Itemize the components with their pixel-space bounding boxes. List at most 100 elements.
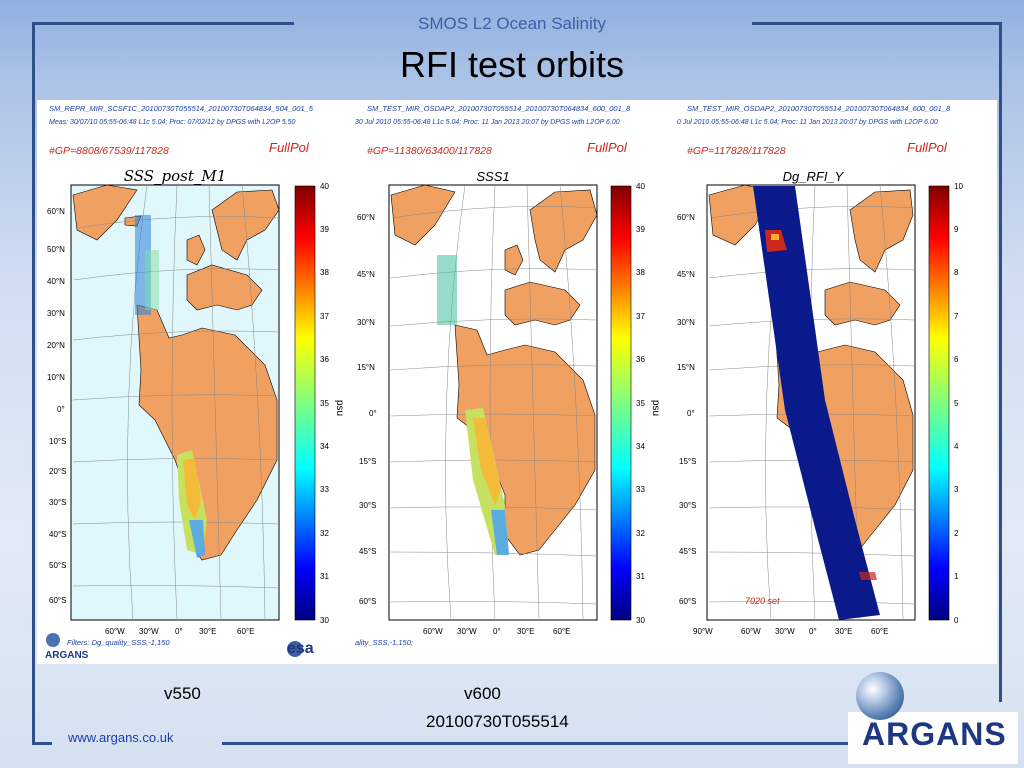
lon-label: 30°E [199,627,216,636]
swath-data [437,255,509,555]
map-sss-post-m1: 60°N 50°N 40°N 30°N 20°N 10°N 0° 10°S 20… [46,182,345,657]
plot-meta: Meas: 30/07/10 05:55-06:48 L1c 5.04; Pro… [49,119,296,126]
lon-label: 30°W [457,627,477,636]
lat-label: 30°N [47,309,65,318]
colorbar-tick: 30 [636,616,645,625]
swath-data [753,186,880,620]
lat-label: 20°S [49,467,66,476]
plot-title: SSS1 [476,169,510,184]
lat-labels: 60°N 45°N 30°N 15°N 0° 15°S 30°S 45°S 60… [357,213,377,606]
plot-title: SSS_post_M1 [123,167,227,185]
lat-label: 15°N [357,363,375,372]
gp-count: #GP=117828/117828 [687,145,786,157]
lon-label: 60°W [105,627,125,636]
lat-labels: 60°N 45°N 30°N 15°N 0° 15°S 30°S 45°S 60… [677,213,696,606]
colorbar-tick: 34 [320,442,329,451]
colorbar-label: psu [650,400,661,416]
colorbar-tick: 6 [954,355,959,364]
plot-sss1: SM_TEST_MIR_OSDAP2_20100730T055514_20100… [355,100,673,664]
lat-label: 30°S [49,498,66,507]
lat-label: 10°S [49,437,66,446]
esa-logo-text: esa [287,640,314,657]
argans-globe-icon [46,633,60,647]
polarization-label: FullPol [587,140,627,155]
lat-label: 60°N [47,207,65,216]
colorbar-tick: 0 [954,616,959,625]
colorbar-ticks: 40 39 38 37 36 35 34 33 32 31 30 [320,182,329,625]
lat-label: 40°S [49,530,66,539]
version-left: v550 [164,684,201,703]
lon-label: 0° [493,627,501,636]
graticule [72,184,280,621]
lon-label: 0° [175,627,183,636]
colorbar-ticks: 10 9 8 7 6 5 4 3 2 1 0 [954,182,963,625]
lon-label: 60°W [741,627,761,636]
globe-icon [856,672,904,720]
graticule [390,184,598,621]
map-dg-rfi-y: 60°N 45°N 30°N 15°N 0° 15°S 30°S 45°S 60… [677,182,963,636]
lat-label: 45°S [679,547,696,556]
colorbar-tick: 33 [320,485,329,494]
colorbar-tick: 31 [320,572,329,581]
colorbar-tick: 40 [320,182,329,191]
lon-label: 60°E [237,627,254,636]
lat-label: 20°N [47,341,65,350]
argans-logo: ARGANS [862,716,1007,752]
frame-bottom-left [32,742,52,745]
slide-title: RFI test orbits [399,44,625,85]
lon-labels: 60°W 30°W 0° 30°E 60°E [423,627,570,636]
lat-label: 45°N [357,270,375,279]
plot-dg-rfi-y: SM_TEST_MIR_OSDAP2_20100730T055514_20100… [675,100,993,664]
colorbar-tick: 9 [954,225,959,234]
set-label: 7020 set [745,596,780,606]
lat-label: 60°N [357,213,375,222]
plot-filename: SM_TEST_MIR_OSDAP2_20100730T055514_20100… [687,104,951,113]
polarization-label: FullPol [907,140,947,155]
argans-logo-box [848,712,1018,764]
colorbar-tick: 37 [320,312,329,321]
lat-label: 30°S [679,501,696,510]
colorbar-tick: 36 [320,355,329,364]
lon-labels: 60°W 30°W 0° 30°E 60°E [105,627,254,636]
gp-count: #GP=11380/63400/117828 [367,145,492,157]
orbit-timestamp: 20100730T055514 [426,712,569,731]
colorbar-tick: 3 [954,485,959,494]
colorbar-tick: 36 [636,355,645,364]
lat-labels: 60°N 50°N 40°N 30°N 20°N 10°N 0° 10°S 20… [47,207,66,605]
colorbar [294,185,316,621]
lat-label: 10°N [47,373,65,382]
colorbar-tick: 7 [954,312,959,321]
lat-label: 60°S [679,597,696,606]
colorbar-tick: 35 [320,399,329,408]
colorbar-tick: 30 [320,616,329,625]
website-link[interactable]: www.argans.co.uk [68,730,174,745]
plot-title: Dg_RFI_Y [782,169,844,184]
lat-label: 30°N [677,318,695,327]
lat-label: 30°S [359,501,376,510]
lon-label: 30°E [835,627,852,636]
version-right: v600 [464,684,501,703]
colorbar [610,185,632,621]
colorbar-tick: 34 [636,442,645,451]
argans-small-logo: ARGANS [45,650,89,661]
plot-meta: 0 Jul 2010 05:55-06:48 L1c 5.04; Proc: 1… [677,119,938,126]
lon-label: 90°W [693,627,713,636]
colorbar-tick: 8 [954,268,959,277]
lon-label: 60°E [553,627,570,636]
gp-count: #GP=8808/67539/117828 [49,145,169,157]
lat-label: 50°S [49,561,66,570]
frame-top-right [752,22,1002,25]
filters-text: ality_SSS,-1,150; [355,638,413,647]
lat-label: 15°S [359,457,376,466]
colorbar-tick: 37 [636,312,645,321]
swath-data [135,215,207,558]
plot-filename: SM_REPR_MIR_SCSF1C_20100730T055514_20100… [49,104,313,113]
lon-label: 30°E [517,627,534,636]
lon-label: 60°W [423,627,443,636]
frame-top-left [32,22,294,25]
polarization-label: FullPol [269,140,309,155]
frame-bottom-mid [222,742,848,745]
lat-label: 60°S [359,597,376,606]
map-sss1: 60°N 45°N 30°N 15°N 0° 15°S 30°S 45°S 60… [357,182,661,636]
lat-label: 0° [369,409,377,418]
